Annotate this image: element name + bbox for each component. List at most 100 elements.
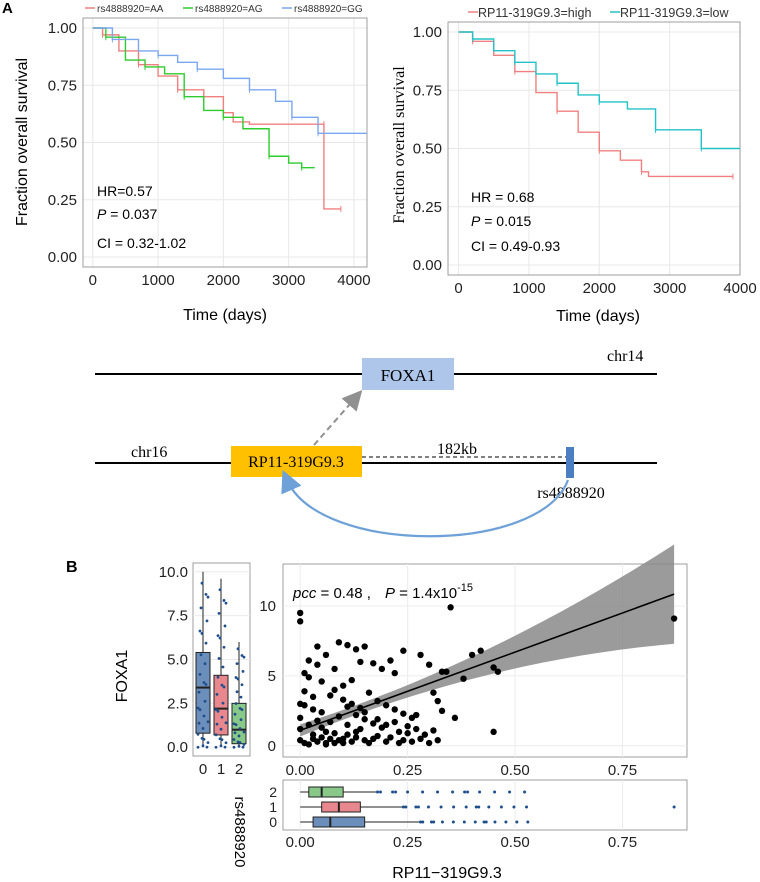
km-xtick-label: 2000	[207, 272, 240, 289]
vbox-jitter-point	[223, 624, 227, 628]
vbox-jitter-point	[219, 727, 223, 731]
scatter-point	[339, 682, 347, 689]
km-ytick-label: 0.25	[48, 192, 77, 209]
km1-gridlines	[83, 18, 367, 267]
vbox-jitter-point	[219, 744, 223, 748]
vbox-ytick-label: 10.0	[159, 564, 188, 581]
vbox-jitter-point	[199, 653, 203, 657]
vbox-jitter-point	[214, 733, 218, 737]
scatter-point	[400, 647, 407, 654]
vbox-jitter-point	[232, 745, 236, 749]
scatter-point	[430, 727, 437, 734]
vbox-jitter-point	[196, 745, 200, 749]
vbox-jitter-point	[206, 595, 210, 599]
vbox-jitter-point	[238, 727, 242, 730]
vbox-jitter-point	[240, 683, 244, 687]
scatter-point	[331, 665, 338, 673]
vbox-jitter-point	[198, 629, 202, 633]
scatter-point	[413, 711, 420, 719]
hbox-outlier-point	[504, 820, 508, 824]
vbox-box	[195, 651, 211, 734]
scatter-point	[421, 731, 429, 738]
chr14-label: chr14	[607, 348, 643, 365]
km-xtick-label: 0	[454, 280, 462, 297]
vbox-jitter-point	[196, 706, 200, 710]
km-ytick-label: 0.50	[48, 135, 77, 152]
vbox-jitter-point	[237, 734, 241, 738]
scatter-point	[314, 643, 321, 650]
scatter-xtick-label: 0.25	[393, 762, 422, 779]
vbox-ytick-label: 2.5	[167, 695, 188, 712]
vbox-jitter-point	[218, 636, 222, 640]
hbox-outlier-point	[512, 805, 516, 809]
scatter-point	[408, 738, 416, 745]
km-xtick-label: 2000	[583, 280, 616, 297]
scatter-point	[370, 660, 377, 667]
hbox-outlier-point	[487, 805, 491, 809]
scatter-point	[344, 641, 351, 649]
hbox-boxes	[300, 786, 676, 828]
genomic-diagram: chr14 FOXA1 chr16 RP11-319G9.3 182kb rs4…	[95, 348, 657, 538]
vbox-jitter-point	[221, 665, 225, 669]
vbox-ytick-label: 0.0	[167, 739, 188, 756]
scatter-point	[387, 734, 394, 741]
scatter-point	[314, 717, 321, 724]
vbox-jitter-point	[202, 681, 206, 684]
hbox-outlier-point	[525, 805, 529, 809]
scatter-point	[331, 730, 338, 737]
scatter-point	[447, 604, 454, 611]
hbox-outlier-point	[493, 790, 497, 794]
vbox-jitter-point	[220, 683, 224, 687]
scatter-p-value: = 1.4x10	[395, 585, 457, 602]
vbox-jitter-point	[206, 720, 210, 724]
hbox-outlier-point	[474, 805, 478, 809]
scatter-xtick-label: 0.00	[286, 762, 315, 779]
snp-marker	[566, 447, 574, 478]
km2-tick-labels: 0 1000 2000 3000 4000 0.00 0.25 0.50 0.75 1.00	[413, 24, 757, 297]
vbox-jitter-point	[197, 690, 201, 694]
scatter-point	[296, 714, 304, 722]
scatter-point	[318, 734, 325, 741]
km-xtick-label: 3000	[272, 272, 305, 289]
scatter-point	[305, 674, 312, 681]
vbox-jitter-point	[218, 588, 222, 592]
vbox-jitter-point	[234, 702, 238, 705]
scatter-point	[468, 651, 476, 659]
hbox-outlier-point	[426, 805, 430, 809]
vbox-jitter-point	[221, 701, 225, 705]
vbox-y-axis-label: FOXA1	[114, 650, 131, 703]
hbox-box	[312, 816, 366, 828]
scatter-point	[430, 689, 437, 696]
legend-high-label: RP11-319G9.3=high	[478, 6, 591, 20]
hbox-outlier-point	[376, 790, 380, 794]
hbox-outlier-point	[508, 790, 512, 794]
lncrna-label: RP11-319G9.3	[248, 454, 344, 471]
hbox-outlier-point	[523, 790, 527, 794]
hbox-xtick-label: 0.75	[608, 834, 637, 851]
vbox-jitter-point	[216, 709, 220, 713]
km1-p-value: = 0.037	[106, 206, 157, 222]
scatter-point	[425, 661, 433, 668]
hbox-outlier-point	[414, 805, 418, 809]
km1-ci: CI = 0.32-1.02	[97, 235, 186, 251]
hbox-xtick-label: 0.50	[500, 834, 529, 851]
scatter-point	[400, 737, 407, 744]
legend-aa-label: rs4888920=AA	[97, 4, 164, 15]
vbox-jitter-point	[236, 677, 240, 681]
scatter-point	[309, 706, 317, 713]
hbox-outlier-point	[493, 820, 497, 824]
scatter-point	[490, 728, 497, 736]
scatter-point	[318, 678, 325, 685]
hbox-outlier-point	[484, 820, 488, 824]
vbox-jitter-point	[233, 731, 237, 735]
hbox-tick-labels: 0.00 0.25 0.50 0.75 012	[269, 784, 637, 851]
vbox-jitter-point	[223, 745, 227, 749]
hbox-outlier-point	[416, 805, 420, 809]
hbox-x-axis-label: RP11−319G9.3	[392, 865, 502, 882]
scatter-point	[391, 706, 398, 713]
vbox-jitter-point	[202, 714, 206, 718]
vbox-jitter-point	[215, 722, 219, 726]
hbox-outlier-point	[401, 805, 405, 809]
km1-hr: HR=0.57	[97, 183, 153, 199]
